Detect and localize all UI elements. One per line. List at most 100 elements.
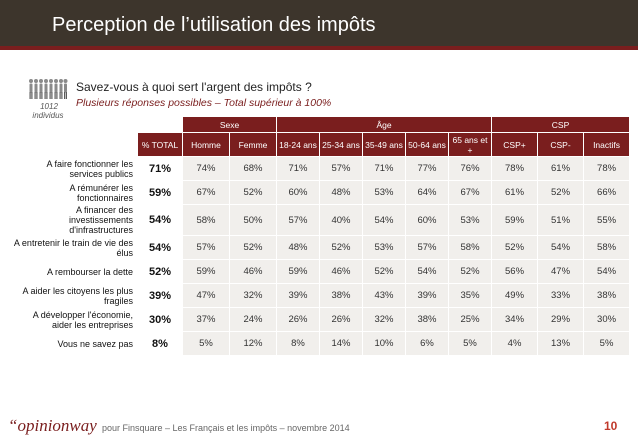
table-cell: 46% (320, 260, 362, 283)
table-cell: 50% (230, 205, 276, 235)
table-cell: 54% (406, 260, 448, 283)
table-cell: 64% (406, 181, 448, 204)
column-header: CSP- (538, 133, 584, 156)
column-header: 35-49 ans (363, 133, 405, 156)
table-cell: 6% (406, 332, 448, 355)
table-cell: 24% (230, 308, 276, 331)
table-cell: 48% (277, 236, 319, 259)
table-cell: 47% (183, 284, 229, 307)
table-cell: 60% (406, 205, 448, 235)
accent-bar (0, 46, 638, 50)
table-cell: 58% (584, 236, 630, 259)
row-label: A rémunérer les fonctionnaires (69, 182, 133, 203)
table-cell: 52% (449, 260, 492, 283)
table-cell: 25% (449, 308, 492, 331)
table-cell: 52% (492, 236, 538, 259)
table-cell: 8% (277, 332, 319, 355)
table-cell: 68% (230, 157, 276, 180)
people-icon (29, 79, 68, 99)
table-cell: 52% (320, 236, 362, 259)
title-bar: Perception de l’utilisation des impôts (0, 0, 638, 46)
table-cell: 52% (363, 260, 405, 283)
table-cell: 59% (277, 260, 319, 283)
table-cell: 58% (183, 205, 229, 235)
total-cell: 59% (138, 181, 182, 204)
column-header: 25-34 ans (320, 133, 362, 156)
table-row: A faire fonctionner les services publics… (13, 157, 630, 180)
column-header: Homme (183, 133, 229, 156)
row-label: A développer l'économie, aider les entre… (32, 309, 133, 330)
table-cell: 66% (584, 181, 630, 204)
table-cell: 52% (230, 236, 276, 259)
table-cell: 26% (320, 308, 362, 331)
row-label: Vous ne savez pas (57, 338, 133, 349)
total-cell: 54% (138, 236, 182, 259)
page-number: 10 (604, 419, 618, 433)
table-cell: 32% (230, 284, 276, 307)
table-cell: 48% (320, 181, 362, 204)
table-cell: 61% (492, 181, 538, 204)
row-label: A aider les citoyens les plus fragiles (22, 285, 133, 306)
table-cell: 54% (363, 205, 405, 235)
row-label: A entretenir le train de vie des élus (13, 237, 133, 258)
column-header-row: % TOTAL Homme Femme 18-24 ans 25-34 ans … (13, 133, 630, 156)
total-cell: 54% (138, 205, 182, 235)
sample-label: individus (32, 111, 64, 120)
table-row: A aider les citoyens les plus fragiles 39… (13, 284, 630, 307)
total-cell: 52% (138, 260, 182, 283)
table-cell: 58% (449, 236, 492, 259)
column-header: Femme (230, 133, 276, 156)
table-cell: 38% (320, 284, 362, 307)
table-cell: 57% (320, 157, 362, 180)
table-cell: 71% (277, 157, 319, 180)
table-cell: 5% (584, 332, 630, 355)
table-cell: 67% (449, 181, 492, 204)
table-cell: 53% (449, 205, 492, 235)
total-cell: 8% (138, 332, 182, 355)
table-row: A financer des investissements d'infrast… (13, 205, 630, 235)
table-cell: 59% (492, 205, 538, 235)
table-cell: 53% (363, 181, 405, 204)
table-cell: 46% (230, 260, 276, 283)
table-cell: 67% (183, 181, 229, 204)
table-cell: 53% (363, 236, 405, 259)
table-cell: 52% (538, 181, 584, 204)
table-cell: 12% (230, 332, 276, 355)
sample-size: 1012 (40, 102, 58, 111)
total-cell: 71% (138, 157, 182, 180)
opinionway-logo: “opinionway (8, 417, 97, 435)
table-row: A rémunérer les fonctionnaires 59% 67% 52% 6… (13, 181, 630, 204)
table-cell: 49% (492, 284, 538, 307)
survey-subtitle: Plusieurs réponses possibles – Total sup… (76, 97, 332, 109)
table-row: Vous ne savez pas 8% 5% 12% 8% 14% 10% 6% 5% 4% 13… (13, 332, 630, 355)
column-header: CSP+ (492, 133, 538, 156)
footer-source: pour Finsquare – Les Français et les imp… (102, 423, 350, 433)
group-header-row: Sexe Âge CSP (13, 117, 630, 132)
table-cell: 38% (584, 284, 630, 307)
table-cell: 76% (449, 157, 492, 180)
table-cell: 60% (277, 181, 319, 204)
table-cell: 78% (584, 157, 630, 180)
row-label: A faire fonctionner les services publics (46, 158, 133, 179)
group-header-sexe: Sexe (183, 117, 276, 132)
results-table: Sexe Âge CSP % TOTAL Homme Femme 18-24 a… (12, 116, 630, 356)
table-cell: 39% (406, 284, 448, 307)
column-header: % TOTAL (138, 133, 182, 156)
table-cell: 34% (492, 308, 538, 331)
table-cell: 47% (538, 260, 584, 283)
table-cell: 54% (538, 236, 584, 259)
table-cell: 43% (363, 284, 405, 307)
table-row: A développer l'économie, aider les entre… (13, 308, 630, 331)
table-cell: 37% (183, 308, 229, 331)
table-cell: 26% (277, 308, 319, 331)
table-cell: 38% (406, 308, 448, 331)
table-cell: 14% (320, 332, 362, 355)
logo-quote: “ (8, 416, 18, 435)
column-header: 18-24 ans (277, 133, 319, 156)
table-cell: 29% (538, 308, 584, 331)
table-cell: 61% (538, 157, 584, 180)
table-cell: 57% (406, 236, 448, 259)
table-cell: 57% (183, 236, 229, 259)
table-cell: 40% (320, 205, 362, 235)
table-cell: 32% (363, 308, 405, 331)
